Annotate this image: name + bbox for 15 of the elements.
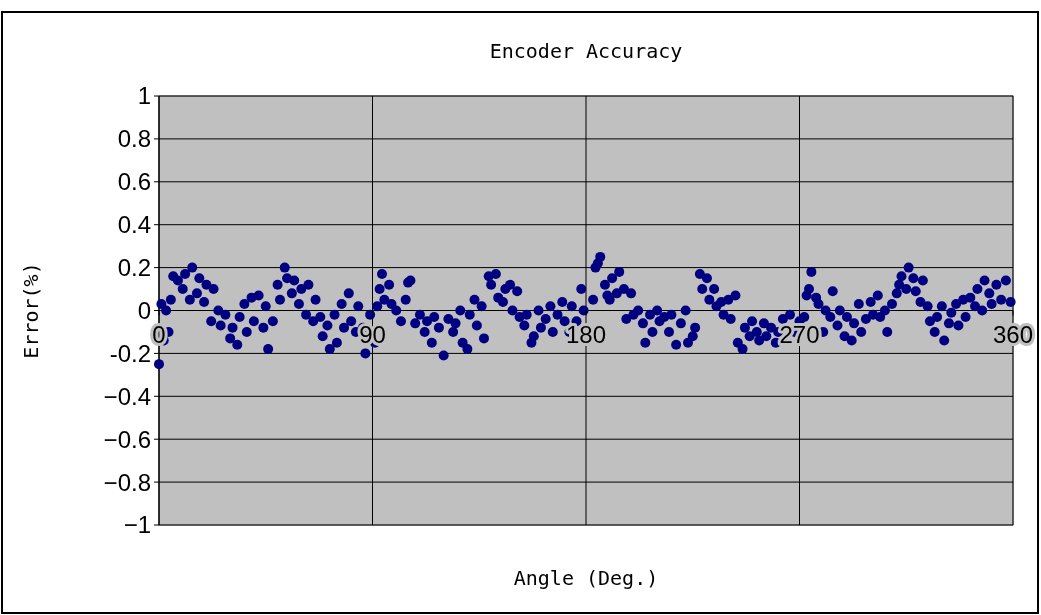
y-tick-label: −0.6 — [103, 425, 151, 453]
y-tick-label: 0.8 — [117, 125, 151, 153]
y-tick-label: 0 — [137, 296, 151, 324]
y-tick-label: 0.4 — [117, 211, 151, 239]
x-tick-label: 180 — [565, 320, 607, 348]
y-tick-label: −0.8 — [103, 468, 151, 496]
y-tick-label: -0.2 — [109, 339, 151, 367]
y-tick-label: 0.2 — [117, 254, 151, 281]
y-tick-label: 1 — [137, 82, 151, 110]
x-axis-title: Angle (Deg.) — [513, 566, 659, 590]
chart-title: Encoder Accuracy — [489, 39, 683, 63]
y-axis-title: Error(%) — [19, 262, 43, 359]
y-tick-label: −0.4 — [103, 382, 151, 410]
y-tick-label: 0.6 — [117, 168, 151, 196]
y-tick-label: −1 — [123, 511, 151, 539]
